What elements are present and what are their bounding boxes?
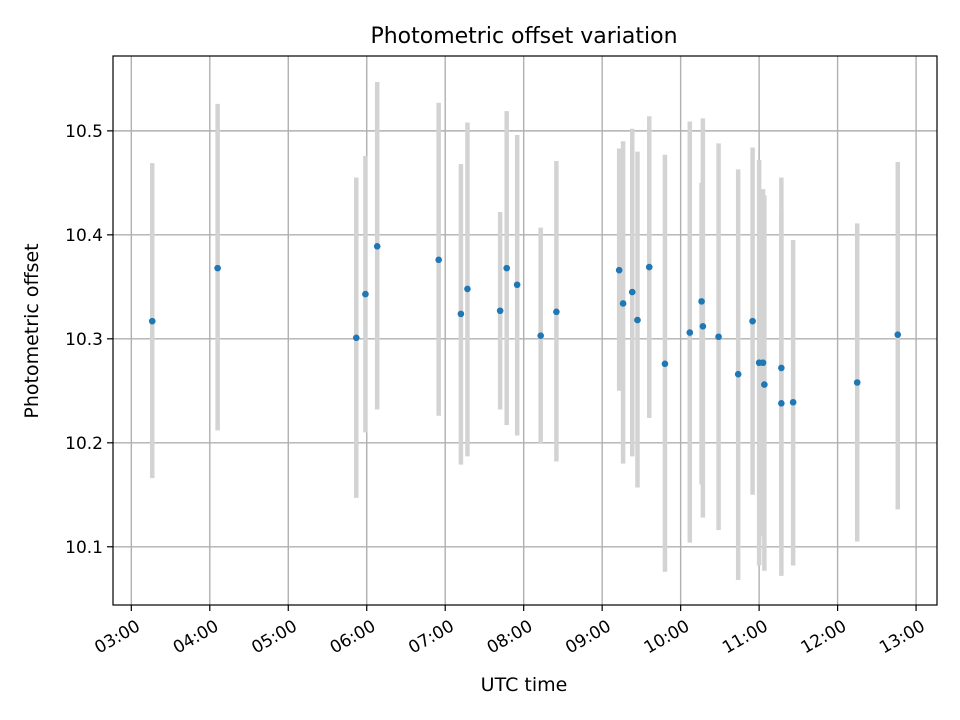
y-axis-label: Photometric offset [21,243,43,418]
data-point [464,285,471,293]
data-point [645,263,653,271]
x-tick-label: 03:00 [91,616,143,658]
x-tick-label: 07:00 [405,616,457,658]
y-tick-label: 10.2 [65,434,103,454]
plot-frame [112,55,938,606]
x-tick-label: 13:00 [876,616,928,658]
x-tick-label: 12:00 [798,616,850,658]
data-point [373,242,381,250]
data-point [698,298,705,305]
chart-title: Photometric offset variation [370,24,677,49]
data-point [759,359,767,367]
y-tick-label: 10.4 [65,226,103,246]
data-point [352,334,360,342]
data-point [778,364,785,372]
x-tick-label: 11:00 [719,616,771,658]
x-tick-label: 09:00 [562,616,614,658]
y-tick-label: 10.1 [65,538,103,558]
data-point [761,381,768,388]
data-points [148,242,902,407]
data-point [503,264,510,272]
data-point [148,317,156,325]
y-tick-label: 10.5 [65,122,103,142]
data-point [496,307,504,315]
data-point [699,323,707,330]
data-point [619,300,627,307]
x-tick-label: 10:00 [641,616,693,658]
error-bars [149,81,901,581]
data-point [789,398,797,406]
data-point [734,370,742,378]
data-point [513,281,521,289]
data-point [553,308,560,316]
data-point [661,360,669,368]
x-tick-label: 04:00 [170,616,222,658]
y-tick-label: 10.3 [65,330,103,350]
data-point [853,379,861,386]
data-point [749,317,756,325]
data-point [537,332,544,339]
data-point [615,266,623,274]
data-point [894,331,902,338]
data-point [628,288,636,296]
data-point [686,329,694,336]
grid-lines [113,56,937,605]
data-point [715,333,722,341]
x-axis-label: UTC time [481,674,568,696]
data-point [457,310,465,318]
x-tick-label: 08:00 [484,616,536,658]
y-axis-ticks: 10.1 10.2 10.3 10.4 10.5 [65,122,113,558]
data-point [634,316,641,324]
x-axis-ticks: 03:00 04:00 05:00 06:00 07:00 08:00 09:00 10:00… [91,605,929,658]
data-point [362,290,369,298]
data-point [435,256,442,264]
x-tick-label: 06:00 [327,616,379,658]
data-point [778,399,785,407]
data-point [214,264,221,272]
x-tick-label: 05:00 [248,616,300,658]
